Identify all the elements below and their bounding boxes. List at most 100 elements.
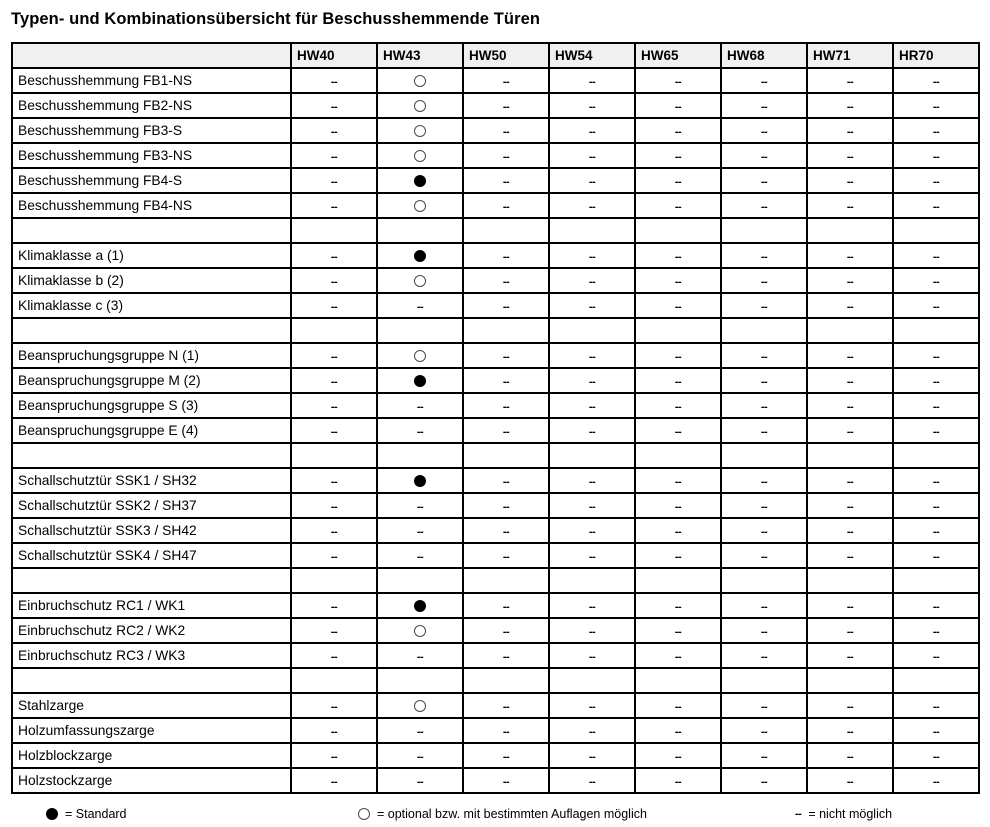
column-header: HW65 (634, 42, 722, 69)
table-row: Schallschutztür SSK2 / SH37 -- -- -- -- -- -- -… (11, 492, 980, 519)
table-cell: -- (806, 242, 894, 269)
table-cell: -- (290, 542, 378, 569)
table-cell: -- (548, 292, 636, 319)
table-cell (290, 217, 378, 244)
not-possible-mark: -- (330, 100, 338, 113)
table-cell: -- (634, 67, 722, 94)
not-possible-mark: -- (760, 150, 768, 163)
not-possible-mark: -- (674, 625, 682, 638)
table-cell: -- (548, 267, 636, 294)
legend-label: = Standard (65, 807, 127, 821)
not-possible-mark: -- (416, 775, 424, 788)
column-header: HW71 (806, 42, 894, 69)
table-cell: -- (720, 92, 808, 119)
table-cell: -- (806, 642, 894, 669)
table-cell: -- (806, 717, 894, 744)
table-cell: -- (720, 167, 808, 194)
not-possible-mark: -- (330, 625, 338, 638)
table-cell: -- (720, 142, 808, 169)
column-header: HR70 (892, 42, 980, 69)
table-row: Holzstockzarge -- -- -- -- -- -- -- -- (11, 767, 980, 794)
table-cell (634, 442, 722, 469)
table-cell (634, 217, 722, 244)
table-cell: -- (290, 592, 378, 619)
table-cell: -- (290, 767, 378, 794)
table-cell: -- (806, 617, 894, 644)
not-possible-mark: -- (846, 725, 854, 738)
table-cell: -- (462, 617, 550, 644)
separator-row (11, 567, 980, 594)
table-cell: -- (806, 267, 894, 294)
table-cell: -- (462, 117, 550, 144)
row-label: Beanspruchungsgruppe M (2) (11, 367, 292, 394)
not-possible-mark: -- (846, 700, 854, 713)
table-cell: -- (806, 692, 894, 719)
table-cell: -- (462, 242, 550, 269)
header-row: HW40 HW43 HW50 HW54 HW65 HW68 HW71 HR70 (11, 42, 980, 69)
table-cell: -- (634, 717, 722, 744)
not-possible-mark: -- (674, 700, 682, 713)
standard-icon (46, 808, 58, 820)
table-cell (376, 442, 464, 469)
table-cell (376, 267, 464, 294)
table-cell: -- (892, 767, 980, 794)
not-possible-mark: -- (674, 375, 682, 388)
column-header: HW50 (462, 42, 550, 69)
page-title: Typen- und Kombinationsübersicht für Bes… (11, 10, 541, 28)
table-cell: -- (806, 342, 894, 369)
separator-row (11, 442, 980, 469)
not-possible-mark: -- (588, 300, 596, 313)
table-cell: -- (290, 267, 378, 294)
table-cell: -- (720, 767, 808, 794)
not-possible-mark: -- (760, 525, 768, 538)
not-possible-mark: -- (330, 750, 338, 763)
table-cell: -- (720, 367, 808, 394)
standard-icon (414, 174, 426, 187)
optional-icon (358, 808, 370, 820)
table-cell: -- (376, 392, 464, 419)
table-cell: -- (290, 517, 378, 544)
table-cell: -- (720, 467, 808, 494)
table-cell: -- (720, 392, 808, 419)
table-cell (634, 667, 722, 694)
table-cell: -- (892, 242, 980, 269)
not-possible-mark: -- (846, 175, 854, 188)
not-possible-mark: -- (760, 250, 768, 263)
table-cell: -- (634, 367, 722, 394)
not-possible-mark: -- (416, 550, 424, 563)
table-cell (462, 442, 550, 469)
standard-icon (414, 474, 426, 487)
not-possible-mark: -- (674, 775, 682, 788)
not-possible-mark: -- (502, 150, 510, 163)
table-cell: -- (548, 417, 636, 444)
table-cell: -- (806, 292, 894, 319)
table-cell: -- (548, 467, 636, 494)
table-cell: -- (290, 142, 378, 169)
not-possible-mark: -- (502, 100, 510, 113)
table-row: Schallschutztür SSK4 / SH47 -- -- -- -- -- -- -… (11, 542, 980, 569)
table-cell (290, 567, 378, 594)
table-cell (720, 567, 808, 594)
table-cell (376, 592, 464, 619)
table-cell (806, 317, 894, 344)
table-cell: -- (290, 167, 378, 194)
legend-item-none: -- = nicht möglich (795, 807, 892, 821)
table-cell: -- (634, 267, 722, 294)
row-label: Schallschutztür SSK1 / SH32 (11, 467, 292, 494)
not-possible-mark: -- (932, 550, 940, 563)
row-label (11, 442, 292, 469)
not-possible-mark: -- (932, 350, 940, 363)
table-cell: -- (290, 192, 378, 219)
not-possible-mark: -- (588, 750, 596, 763)
table-cell: -- (634, 292, 722, 319)
not-possible-mark: -- (932, 150, 940, 163)
not-possible-mark: -- (330, 550, 338, 563)
row-label: Beanspruchungsgruppe S (3) (11, 392, 292, 419)
not-possible-mark: -- (502, 175, 510, 188)
not-possible-mark: -- (932, 75, 940, 88)
table-cell (892, 442, 980, 469)
table-cell: -- (892, 517, 980, 544)
not-possible-mark: -- (674, 150, 682, 163)
not-possible-mark: -- (416, 525, 424, 538)
table-cell: -- (462, 492, 550, 519)
